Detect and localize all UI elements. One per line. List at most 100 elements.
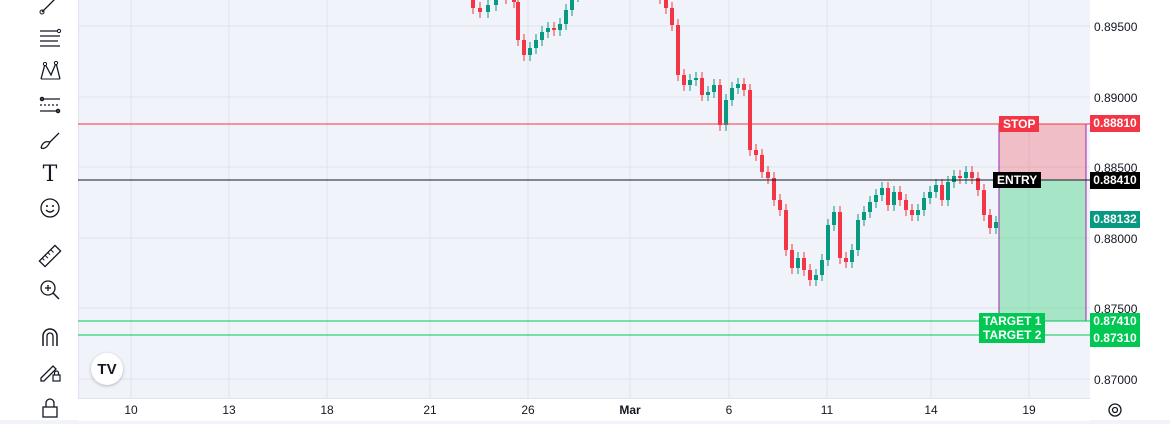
- candle-body: [552, 28, 556, 30]
- candle-body: [766, 172, 770, 178]
- candle-body: [706, 92, 710, 95]
- candle-body: [862, 212, 866, 220]
- price-axis[interactable]: [1090, 0, 1170, 420]
- time-label: 11: [820, 403, 834, 417]
- candle-body: [964, 172, 968, 178]
- candle-body: [844, 258, 848, 262]
- price-label: 0.89500: [1094, 20, 1138, 34]
- time-label: 13: [222, 403, 236, 417]
- ruler-icon[interactable]: [34, 240, 66, 272]
- text-tool-icon[interactable]: T: [34, 158, 66, 190]
- prediction-icon[interactable]: [34, 89, 66, 121]
- fib-retracement-icon[interactable]: [34, 22, 66, 54]
- magnet-icon[interactable]: [34, 321, 66, 353]
- current-price-tag: 0.88132: [1090, 211, 1140, 228]
- candle-body: [898, 192, 902, 200]
- candle-body: [856, 220, 860, 250]
- candle-body: [772, 178, 776, 200]
- candle-body: [730, 88, 734, 100]
- candle-body: [516, 2, 520, 40]
- time-label: 10: [124, 403, 138, 417]
- position-tool: [998, 123, 1087, 322]
- emoji-icon[interactable]: [34, 192, 66, 224]
- time-label: 6: [725, 403, 733, 417]
- candle-body: [664, 0, 668, 8]
- candle-body: [670, 8, 674, 25]
- target2-tag: TARGET 2: [979, 327, 1046, 343]
- stop-price-tag: 0.88810: [1090, 115, 1140, 132]
- candle-body: [540, 32, 544, 40]
- candle-body: [994, 222, 998, 228]
- candle-body: [868, 202, 872, 212]
- entry-tag: ENTRY: [993, 172, 1042, 188]
- price-label: 0.88500: [1094, 161, 1138, 175]
- candle-body: [922, 198, 926, 210]
- candle-body: [700, 78, 704, 95]
- candle-body: [910, 210, 914, 215]
- candle-body: [850, 250, 854, 262]
- candle-body: [814, 275, 818, 280]
- candle-body: [512, 0, 516, 2]
- candle-body: [742, 84, 746, 90]
- candle-body: [784, 210, 788, 250]
- trendline-icon[interactable]: [34, 0, 66, 20]
- time-label: 26: [521, 403, 535, 417]
- candle-body: [946, 182, 950, 200]
- price-label: 0.88000: [1094, 232, 1138, 246]
- candle-body: [904, 200, 908, 210]
- stop-tag: STOP: [999, 116, 1040, 132]
- price-label: 0.87500: [1094, 302, 1138, 316]
- time-label: 19: [1022, 403, 1036, 417]
- candle-body: [558, 24, 562, 30]
- candle-body: [976, 178, 980, 190]
- time-axis[interactable]: [78, 398, 1090, 421]
- candle-body: [712, 85, 716, 92]
- candle-body: [736, 84, 740, 88]
- candle-body: [790, 250, 794, 268]
- settings-gear-icon[interactable]: [1106, 401, 1124, 419]
- candle-body: [808, 270, 812, 280]
- candle-body: [838, 212, 842, 258]
- candle-body: [718, 85, 722, 125]
- candle-body: [694, 78, 698, 80]
- candle-body: [528, 48, 532, 55]
- time-label: Mar: [619, 403, 641, 417]
- candle-body: [494, 0, 498, 5]
- target2-price-tag: 0.87310: [1090, 330, 1140, 347]
- candle-body: [546, 28, 550, 32]
- candle-body: [892, 192, 896, 205]
- time-label: 21: [423, 403, 437, 417]
- candle-body: [958, 176, 962, 178]
- price-chart[interactable]: [78, 0, 1090, 398]
- lock-icon[interactable]: [34, 392, 66, 424]
- candle-body: [802, 258, 806, 270]
- candle-body: [952, 176, 956, 182]
- candle-body: [682, 75, 686, 85]
- text-tool-glyph: T: [42, 161, 58, 187]
- pattern-icon[interactable]: [34, 55, 66, 87]
- chart-grid: [78, 0, 1090, 398]
- candle-body: [688, 80, 692, 85]
- entry-price-tag: 0.88410: [1090, 172, 1140, 189]
- candle-body: [564, 10, 568, 24]
- time-label: 18: [320, 403, 334, 417]
- candle-body: [832, 212, 836, 225]
- candle-body: [471, 0, 475, 8]
- candle-body: [754, 150, 758, 155]
- lock-drawing-icon[interactable]: [34, 355, 66, 387]
- candlestick-series: [471, 0, 998, 286]
- price-label: 0.89000: [1094, 91, 1138, 105]
- candle-body: [988, 215, 992, 228]
- candle-body: [570, 0, 574, 10]
- candle-body: [820, 260, 824, 275]
- candle-body: [886, 188, 890, 205]
- candle-body: [486, 5, 490, 12]
- brush-icon[interactable]: [34, 125, 66, 157]
- tradingview-logo[interactable]: TV: [91, 353, 123, 385]
- candle-body: [522, 40, 526, 55]
- candle-body: [934, 185, 938, 192]
- candle-body: [778, 200, 782, 210]
- drawing-toolbar: T: [0, 0, 79, 420]
- candle-body: [724, 100, 728, 125]
- zoom-in-icon[interactable]: [34, 274, 66, 306]
